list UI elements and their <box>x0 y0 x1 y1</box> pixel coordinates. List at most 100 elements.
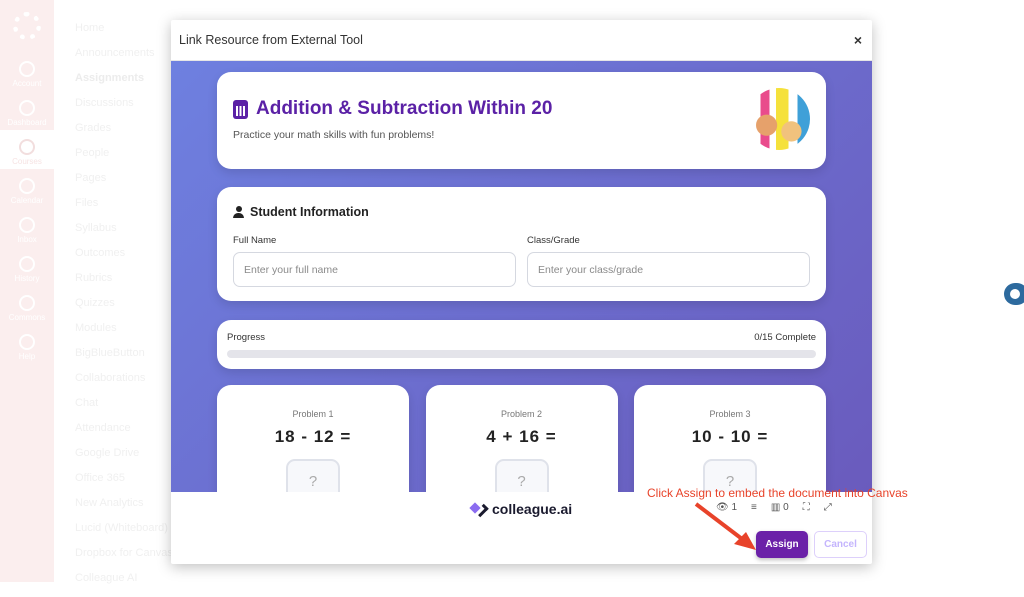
course-nav-item[interactable]: Colleague AI <box>75 572 138 584</box>
global-nav-account[interactable]: Account <box>0 52 54 91</box>
course-nav-item[interactable]: Assignments <box>75 72 145 84</box>
course-nav-item[interactable]: Discussions <box>75 97 134 109</box>
course-nav-item[interactable]: Modules <box>75 322 117 334</box>
nav-label: Courses <box>12 157 42 166</box>
global-nav: Account Dashboard Courses Calendar Inbox Hist… <box>0 0 54 582</box>
global-nav-dashboard[interactable]: Dashboard <box>0 91 54 130</box>
course-nav-item[interactable]: Home <box>75 22 105 34</box>
course-nav-item[interactable]: Announcements <box>75 47 155 59</box>
canvas-logo[interactable] <box>0 0 54 52</box>
calendar-icon <box>19 178 35 194</box>
dashboard-icon <box>19 100 35 116</box>
course-nav-item[interactable]: Lucid (Whiteboard) <box>75 522 168 534</box>
course-nav-item[interactable]: Pages <box>75 172 107 184</box>
problem-label: Problem 1 <box>292 409 334 419</box>
course-nav-item[interactable]: Grades <box>75 122 112 134</box>
tool-title: Addition & Subtraction Within 20 <box>256 98 553 119</box>
header-card: Addition & Subtraction Within 20 Practic… <box>217 72 826 169</box>
dialog-title: Link Resource from External Tool <box>179 33 363 47</box>
tool-iframe: Addition & Subtraction Within 20 Practic… <box>171 61 872 492</box>
course-nav: Home Announcements Assignments Discussions G… <box>75 22 173 597</box>
history-icon <box>19 256 35 272</box>
assign-button[interactable]: Assign <box>756 531 808 558</box>
progress-label: Progress <box>227 332 266 343</box>
nav-label: Inbox <box>17 235 37 244</box>
student-heading: Student Information <box>250 205 369 219</box>
answer-input[interactable]: ? <box>494 459 549 492</box>
problem-card: Problem 2 4 + 16 =? <box>425 385 618 492</box>
colleague-ai-logo: colleague.ai <box>471 501 572 517</box>
course-nav-item[interactable]: Attendance <box>75 422 131 434</box>
colleague-logo-icon <box>471 502 486 517</box>
global-nav-commons[interactable]: Commons <box>0 286 54 325</box>
eye-icon: 👁 <box>716 502 729 513</box>
annotation-arrow <box>694 502 756 550</box>
user-icon <box>233 206 244 218</box>
help-icon <box>19 334 35 350</box>
commons-icon <box>19 295 35 311</box>
problem-card: Problem 3 10 - 10 =? <box>634 385 826 492</box>
chart-count: 0 <box>783 502 789 513</box>
answer-input[interactable]: ? <box>703 459 757 492</box>
global-nav-calendar[interactable]: Calendar <box>0 169 54 208</box>
problem-label: Problem 2 <box>500 409 543 419</box>
inbox-icon <box>19 217 35 233</box>
account-icon <box>19 61 35 77</box>
problem-equation: 10 - 10 = <box>691 427 769 446</box>
edit-list-icon[interactable]: ≡ <box>751 502 757 513</box>
brand-name: colleague.ai <box>492 501 573 517</box>
course-nav-item[interactable]: New Analytics <box>75 497 144 509</box>
progress-count: 0/15 Complete <box>754 332 816 343</box>
nav-label: Help <box>18 352 36 361</box>
cancel-button[interactable]: Cancel <box>814 531 867 558</box>
student-info-card: Student Information Full Name Class/Grad… <box>217 187 826 301</box>
problem-card: Problem 1 18 - 12 =? <box>217 385 409 492</box>
chart-indicator[interactable]: ▥ 0 <box>771 502 789 513</box>
views-count: 1 <box>731 502 738 513</box>
full-name-label: Full Name <box>233 235 277 246</box>
course-nav-item[interactable]: Rubrics <box>75 272 113 284</box>
bar-chart-icon: ▥ <box>770 502 781 513</box>
nav-label: History <box>14 274 40 283</box>
problem-label: Problem 3 <box>709 409 751 419</box>
global-nav-courses[interactable]: Courses <box>0 130 54 169</box>
global-nav-inbox[interactable]: Inbox <box>0 208 54 247</box>
class-grade-input[interactable] <box>527 252 810 287</box>
help-widget-button[interactable] <box>1004 283 1024 305</box>
help-icon <box>1010 289 1020 299</box>
course-nav-item[interactable]: Office 365 <box>75 472 125 484</box>
dialog-header: Link Resource from External Tool × <box>171 20 872 61</box>
dialog-footer: colleague.ai 👁 1 ≡ ▥ 0 ⛶ ⤢ Assign Cancel <box>171 492 872 564</box>
course-nav-item[interactable]: People <box>75 147 110 159</box>
close-button[interactable]: × <box>853 32 862 48</box>
course-nav-item[interactable]: Chat <box>75 397 99 409</box>
numbers-illustration <box>748 88 810 150</box>
courses-icon <box>19 139 35 155</box>
full-name-input[interactable] <box>233 252 516 287</box>
answer-input[interactable]: ? <box>286 459 340 492</box>
nav-label: Calendar <box>10 196 44 205</box>
course-nav-item[interactable]: Quizzes <box>75 297 115 309</box>
course-nav-item[interactable]: BigBlueButton <box>75 347 145 359</box>
course-nav-item[interactable]: Google Drive <box>75 447 140 459</box>
expand-icon[interactable]: ⤢ <box>823 502 832 513</box>
class-grade-label: Class/Grade <box>527 235 580 246</box>
progress-card: Progress 0/15 Complete <box>217 320 826 369</box>
tool-subtitle: Practice your math skills with fun probl… <box>233 129 435 141</box>
course-nav-item[interactable]: Outcomes <box>75 247 126 259</box>
views-indicator: 👁 1 <box>716 502 737 513</box>
external-tool-dialog: Link Resource from External Tool × Addit… <box>171 20 872 564</box>
course-nav-item[interactable]: Dropbox for Canvas <box>75 547 173 559</box>
calculator-icon <box>233 99 248 119</box>
fullscreen-icon[interactable]: ⛶ <box>802 502 810 513</box>
global-nav-history[interactable]: History <box>0 247 54 286</box>
nav-label: Commons <box>8 313 46 322</box>
course-nav-item[interactable]: Files <box>75 197 99 209</box>
nav-label: Dashboard <box>7 118 47 127</box>
progress-bar <box>227 350 816 358</box>
course-nav-item[interactable]: Collaborations <box>75 372 146 384</box>
problem-equation: 4 + 16 = <box>486 427 557 446</box>
global-nav-help[interactable]: Help <box>0 325 54 364</box>
nav-label: Account <box>12 79 42 88</box>
course-nav-item[interactable]: Syllabus <box>75 222 117 234</box>
